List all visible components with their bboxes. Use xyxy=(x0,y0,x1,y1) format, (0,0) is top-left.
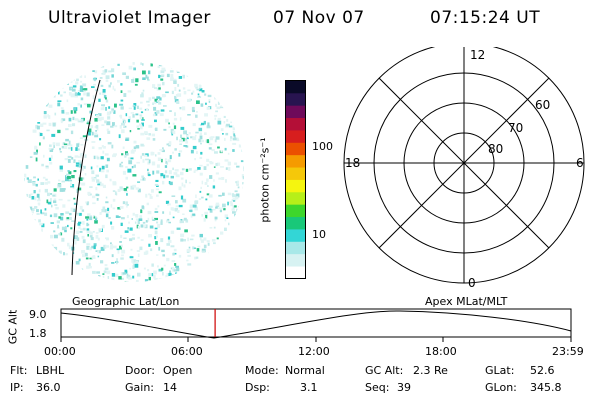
colorbar-cell xyxy=(285,204,306,218)
colorbar-cell xyxy=(285,80,306,94)
colorbar-cell xyxy=(285,154,306,168)
timeline-tick-1800: 18:00 xyxy=(425,345,457,358)
uv-image-panel xyxy=(24,62,244,282)
gc-alt-label: GC Alt: xyxy=(365,364,404,377)
terminator-line xyxy=(71,79,101,276)
altitude-timeline xyxy=(60,308,572,342)
dsp-label: Dsp: xyxy=(245,381,270,394)
gain-label: Gain: xyxy=(125,381,154,394)
colorbar-cell xyxy=(285,105,306,119)
glat-value: 52.6 xyxy=(530,364,555,377)
mlat-label-70: 70 xyxy=(508,121,523,135)
ip-label: IP: xyxy=(10,381,24,394)
polar-plot: 12 18 6 0 80 70 60 xyxy=(343,47,585,289)
mlt-diagonal-2 xyxy=(378,77,550,249)
colorbar-cell xyxy=(285,117,306,131)
seq-value: 39 xyxy=(397,381,411,394)
gc-alt-value: 2.3 Re xyxy=(413,364,448,377)
mlat-label-80: 80 xyxy=(488,142,503,156)
timeline-tick-0000: 00:00 xyxy=(44,345,76,358)
ip-value: 36.0 xyxy=(36,381,61,394)
mlt-label-6: 6 xyxy=(576,156,584,170)
timeline-right-label: Apex MLat/MLT xyxy=(425,295,508,308)
altitude-curve xyxy=(60,310,572,339)
glon-label: GLon: xyxy=(485,381,517,394)
timeline-tick-0600: 06:00 xyxy=(171,345,203,358)
timeline-tick-1200: 12:00 xyxy=(298,345,330,358)
door-value: Open xyxy=(163,364,193,377)
colorbar-cell xyxy=(285,142,306,156)
colorbar-cell xyxy=(285,191,306,205)
mlat-label-60: 60 xyxy=(535,98,550,112)
flt-label: Flt: xyxy=(10,364,28,377)
mlt-label-0: 0 xyxy=(468,276,476,289)
glat-label: GLat: xyxy=(485,364,515,377)
colorbar-cell xyxy=(285,229,306,242)
mode-value: Normal xyxy=(285,364,325,377)
colorbar xyxy=(285,80,306,279)
mlt-label-12: 12 xyxy=(470,48,485,62)
flt-value: LBHL xyxy=(36,364,65,377)
timeline-left-label: Geographic Lat/Lon xyxy=(72,295,180,308)
image-time: 07:15:24 UT xyxy=(430,8,541,28)
colorbar-unit-label: photon cm⁻²s⁻¹ xyxy=(258,137,272,223)
image-date: 07 Nov 07 xyxy=(273,8,365,28)
colorbar-cell xyxy=(285,216,306,230)
colorbar-cell xyxy=(285,266,306,279)
colorbar-cell xyxy=(285,167,306,180)
colorbar-tick-10: 10 xyxy=(312,228,326,241)
colorbar-cell xyxy=(285,130,306,143)
instrument-title: Ultraviolet Imager xyxy=(48,8,211,28)
timeline-ymax: 9.0 xyxy=(29,308,47,321)
colorbar-cell xyxy=(285,253,306,267)
dsp-value: 3.1 xyxy=(300,381,318,394)
mlt-label-18: 18 xyxy=(345,156,360,170)
uv-emission-speckles xyxy=(24,62,244,282)
glon-value: 345.8 xyxy=(530,381,562,394)
mode-label: Mode: xyxy=(245,364,279,377)
timeline-axis-title: GC Alt xyxy=(6,309,20,345)
timeline-ymin: 1.8 xyxy=(29,327,47,340)
gain-value: 14 xyxy=(163,381,177,394)
colorbar-cell xyxy=(285,241,306,255)
colorbar-tick-100: 100 xyxy=(312,140,333,153)
colorbar-cell xyxy=(285,92,306,106)
door-label: Door: xyxy=(125,364,155,377)
colorbar-cell xyxy=(285,179,306,193)
seq-label: Seq: xyxy=(365,381,390,394)
timeline-tick-2359: 23:59 xyxy=(552,345,584,358)
